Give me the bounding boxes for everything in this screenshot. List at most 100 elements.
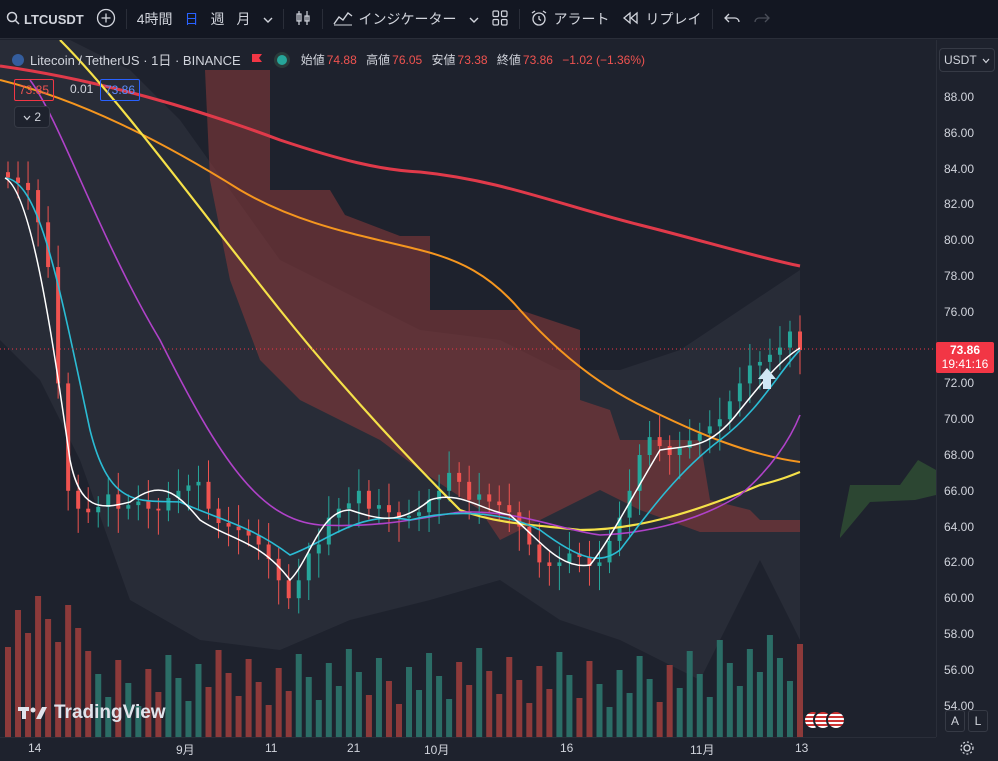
chart-type-button[interactable] [288,0,318,38]
open-label: 始値 [300,53,325,67]
candle-body [737,383,742,402]
volume-bar [516,680,523,737]
candle-body [767,354,772,362]
rewind-icon [622,11,640,28]
time-axis[interactable] [0,737,936,761]
log-scale-button[interactable]: L [968,710,988,732]
volume-bar [686,651,693,737]
candle-body [106,494,111,507]
volume-bar [676,688,683,737]
alert-button[interactable]: アラート [524,0,616,38]
timeframe-dropdown[interactable] [257,0,279,38]
candle-body [266,544,271,559]
candle-body [587,557,592,566]
buy-price-box[interactable]: 73.86 [100,79,141,101]
candle-body [136,501,141,506]
low-label: 安値 [431,53,456,67]
candle-body [156,508,161,511]
candle-body [687,440,692,448]
indicators-button[interactable]: インジケーター [327,0,463,38]
volume-bar [526,703,533,737]
candle-body [747,365,752,384]
undo-button[interactable] [717,0,747,38]
us-event-flag-icon[interactable] [826,710,846,730]
alarm-clock-icon [530,9,548,30]
flag-icon[interactable] [251,52,263,67]
volume-bar [225,673,232,737]
replay-label: リプレイ [645,11,702,27]
plus-circle-icon [96,8,116,31]
time-tick: 16 [560,741,574,755]
ichimoku-cloud-bearish [205,70,800,540]
volume-bar [195,664,202,737]
replay-button[interactable]: リプレイ [616,0,708,38]
chart-pane[interactable] [0,39,936,737]
candle-body [497,501,502,506]
volume-bar [636,656,643,737]
settings-gear-icon[interactable] [959,740,975,761]
symbol-search[interactable]: LTCUSDT [0,0,90,38]
open-value: 74.88 [326,53,357,67]
candle-body [236,526,241,531]
currency-selector[interactable]: USDT [939,48,995,72]
candle-body [637,455,642,491]
volume-bar [596,684,603,737]
volume-bar [295,654,302,737]
timeframe-week[interactable]: 週 [210,11,225,27]
candle-body [457,472,462,482]
candlestick-chart[interactable] [0,39,936,737]
indicators-label: インジケーター [358,11,457,27]
candle-body [577,553,582,558]
collapse-indicators-button[interactable]: 2 [14,106,50,128]
bar-countdown: 19:41:16 [941,357,989,371]
volume-bar [45,619,52,737]
close-value: 73.86 [522,53,553,67]
price-tick: 86.00 [944,125,975,140]
volume-bar [265,705,272,737]
candle-body [437,490,442,500]
volume-bar [95,674,102,737]
indicator-chart-icon [332,10,353,29]
time-tick: 11月 [690,743,715,757]
volume-bar [736,686,743,737]
undo-icon [723,11,741,28]
sell-price-box[interactable]: 73.85 [14,79,55,101]
timeframe-4h[interactable]: 4時間 [136,11,173,27]
timeframe-month[interactable]: 月 [236,11,251,27]
ma-100-orange [0,79,801,463]
auto-scale-button[interactable]: A [945,710,965,732]
redo-button[interactable] [747,0,777,38]
timeframe-day[interactable]: 日 [184,11,199,27]
volume-bar [696,674,703,737]
symbol-title[interactable]: Litecoin / TetherUS · 1日 · BINANCE [30,53,241,68]
candle-body [36,190,41,223]
volume-bar [65,605,72,737]
candle-body [527,526,532,545]
price-tick: 72.00 [944,376,975,391]
tradingview-logo[interactable]: TradingView [18,702,166,724]
symbol-label: LTCUSDT [24,11,84,27]
volume-bar [75,628,82,737]
candle-body [196,481,201,486]
volume-bar [546,689,553,737]
volume-bar [646,679,653,737]
price-tick: 70.00 [944,412,975,427]
indicators-dropdown[interactable] [463,0,485,38]
compare-button[interactable] [90,0,122,38]
chevron-down-icon [263,11,273,27]
layout-button[interactable] [485,0,515,38]
volume-bar [766,635,773,737]
volume-bar [496,694,503,737]
candle-body [366,490,371,509]
candle-body [447,472,452,491]
price-axis[interactable] [936,40,998,737]
volume-bar [716,640,723,737]
price-tick: 58.00 [944,627,975,641]
volume-bar [15,610,22,737]
candle-body [607,540,612,563]
ma-10-teal [4,177,801,559]
candle-body [427,499,432,513]
candle-body [126,505,131,509]
price-tick: 62.00 [944,555,975,570]
candle-body [246,530,251,536]
